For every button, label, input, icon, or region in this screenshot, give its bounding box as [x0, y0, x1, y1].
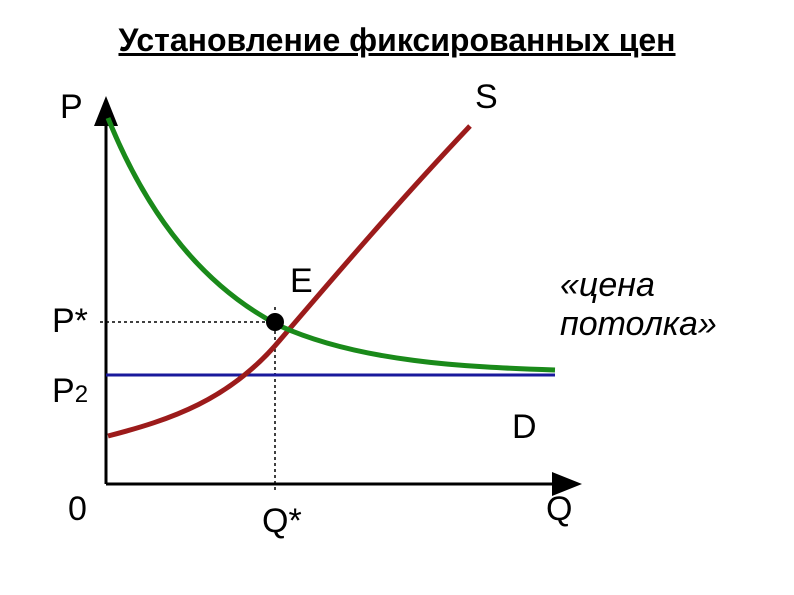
label-p-star: P* — [52, 302, 88, 341]
label-s: S — [475, 78, 498, 117]
label-p2-text: P — [52, 372, 75, 410]
label-ceiling-line2: потолка» — [560, 305, 717, 344]
label-p2: P2 — [52, 372, 88, 411]
supply-curve — [108, 126, 470, 436]
label-p: P — [60, 88, 83, 127]
label-ceiling-line1: «цена — [560, 266, 717, 305]
equilibrium-point — [266, 313, 284, 331]
label-zero: 0 — [68, 490, 87, 529]
label-q-star: Q* — [262, 502, 302, 541]
label-q: Q — [546, 490, 572, 529]
label-e: E — [290, 262, 313, 301]
label-d: D — [512, 408, 537, 447]
label-ceiling: «цена потолка» — [560, 266, 717, 344]
label-p2-sub: 2 — [75, 381, 88, 408]
demand-curve — [108, 118, 555, 370]
